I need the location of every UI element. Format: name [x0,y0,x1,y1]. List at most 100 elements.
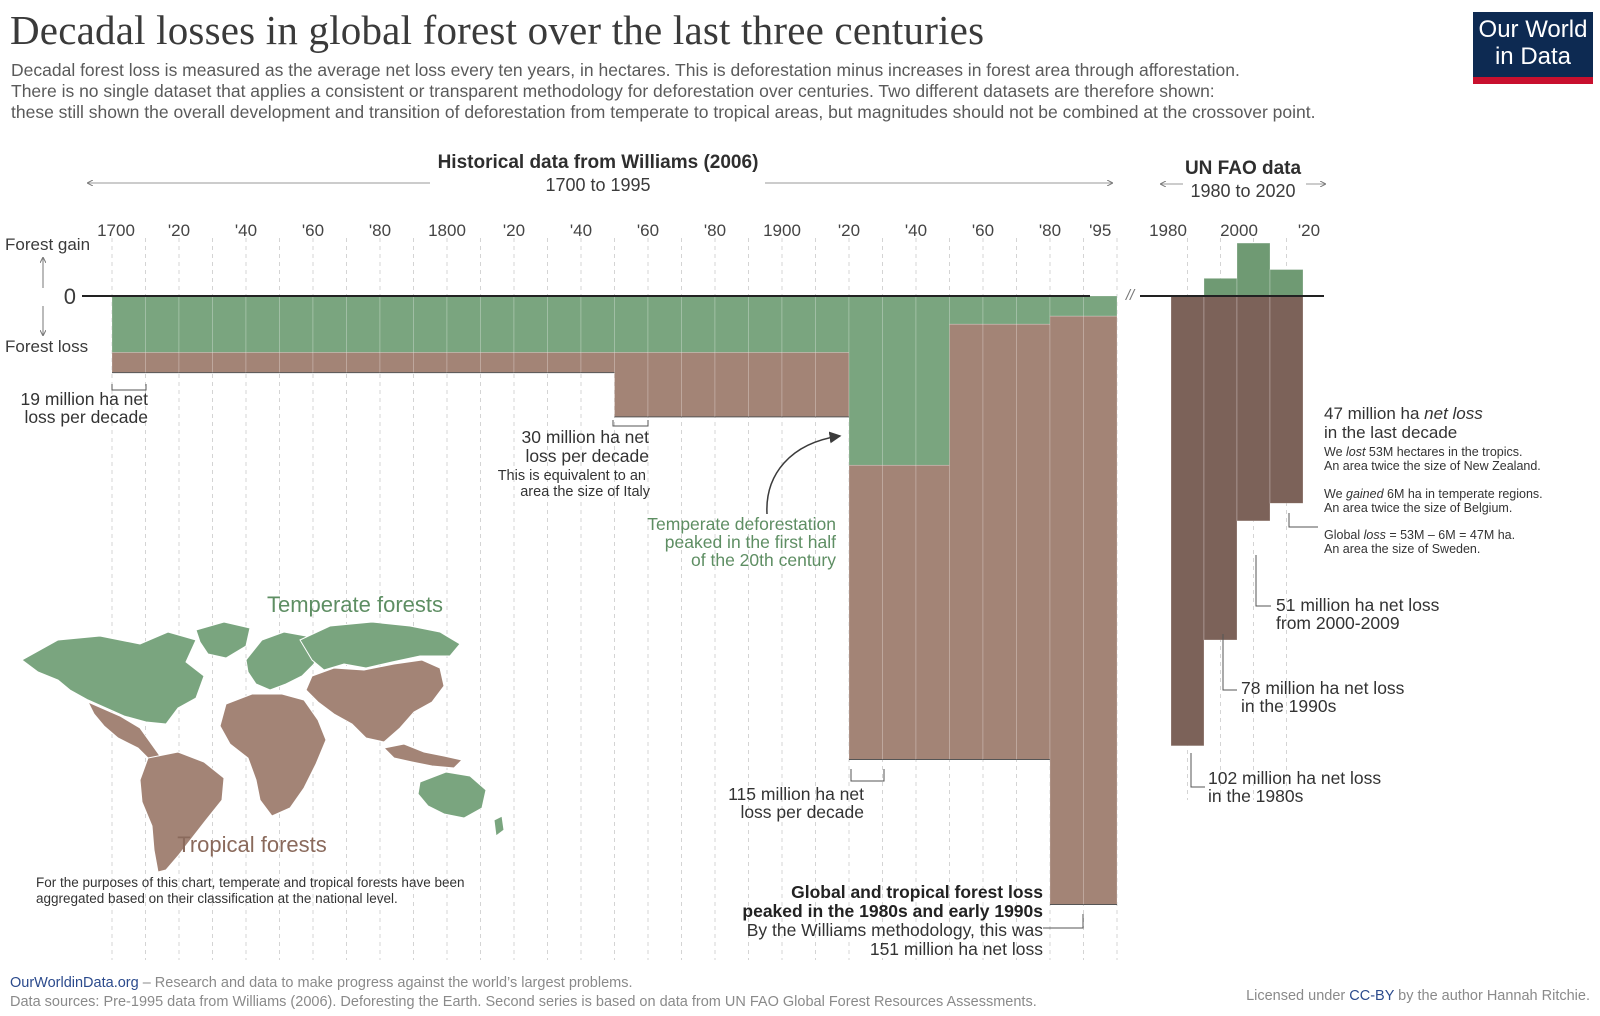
annotation-30-line3: This is equivalent to an [498,468,646,484]
bar-temperate-1960 [982,295,1017,325]
bar-temperate-1900 [781,295,816,353]
bar-temperate-1710 [145,295,180,353]
bar-temperate-1760 [312,295,347,353]
map-southeast-asia [382,743,463,769]
bar-temperate-1950 [949,295,984,325]
annotation-temperate-line1: Temperate deforestation [647,514,836,534]
x-tick-fao-0: 1980 [1149,221,1187,240]
bar-tropical-1770 [346,352,381,373]
map-new-zealand [493,815,505,837]
bar-temperate-1940 [915,295,950,466]
annotation-47-line2: in the last decade [1324,423,1457,442]
subtitle-line-1: Decadal forest loss is measured as the a… [11,60,1240,80]
annotation-47-temperate: We gained 6M ha in temperate regions. [1324,487,1543,501]
bar-tropical-1780 [379,352,414,373]
annotation-global-line3: By the Williams methodology, this was [747,920,1044,940]
bar-tropical-1940 [915,464,950,760]
annotation-115-line1: 115 million ha net [728,784,864,804]
bar-temperate-1910 [815,295,850,353]
fao-net-bar-2000 [1236,295,1271,522]
world-map [21,621,505,873]
bar-temperate-1890 [748,295,783,353]
bar-temperate-1860 [647,295,682,353]
annotation-30-line1: 30 million ha net [522,427,650,447]
x-tick-williams-12: '40 [905,221,927,240]
owid-logo[interactable]: Our World in Data [1473,12,1593,84]
annotation-global-line1: Global and tropical forest loss [791,882,1043,902]
x-tick-williams-4: '80 [369,221,391,240]
bar-tropical-1950 [949,323,984,760]
map-tropical-label: Tropical forests [177,832,327,857]
x-tick-williams-7: '40 [570,221,592,240]
footer-site-link[interactable]: OurWorldinData.org [10,975,139,991]
logo-line-2: in Data [1494,43,1572,70]
forest-loss-label: Forest loss [5,337,88,356]
bar-temperate-1800 [446,295,481,353]
bar-temperate-1810 [480,295,515,353]
license-cc-link[interactable]: CC-BY [1349,988,1395,1004]
license-suffix: by the author Hannah Ritchie. [1394,988,1590,1004]
footer-tagline: – Research and data to make progress aga… [138,975,633,991]
bar-tropical-1980 [1049,315,1084,905]
axis-break-mark: // [1125,287,1136,304]
annotation-47-sweden: An area the size of Sweden. [1324,542,1480,556]
map-note-line2: aggregated based on their classification… [36,891,398,906]
zero-label: 0 [64,284,76,309]
bar-tropical-1700 [111,352,146,373]
x-tick-fao-2: '20 [1298,221,1320,240]
bar-tropical-1890 [748,352,783,418]
bracket-51 [1255,555,1271,607]
bar-tropical-1920 [848,464,883,760]
fao-gain-bar-1990 [1203,278,1238,297]
subtitle-line-2: There is no single dataset that applies … [11,81,1215,101]
bar-tropical-1990 [1083,315,1118,905]
map-europe [245,631,319,691]
footer-license: Licensed under CC-BY by the author Hanna… [1246,988,1590,1004]
annotation-19-line2: loss per decade [24,407,148,427]
fao-gain-bar-2010 [1269,269,1304,297]
annotation-78-line2: in the 1990s [1241,696,1337,716]
bar-tropical-1750 [279,352,314,373]
bar-temperate-1740 [245,295,280,353]
bar-tropical-1760 [312,352,347,373]
footer-site-line: OurWorldinData.org – Research and data t… [10,975,633,991]
bar-tropical-1820 [513,352,548,373]
fao-net-bar-1980 [1170,295,1205,747]
bar-tropical-1930 [882,464,917,760]
annotation-51-line2: from 2000-2009 [1276,613,1400,633]
annotation-30-line2: loss per decade [525,446,649,466]
fao-gain-bar-2000 [1236,242,1271,297]
bar-temperate-1770 [346,295,381,353]
annotation-19-line1: 19 million ha net [21,389,149,409]
x-tick-williams-13: '60 [972,221,994,240]
subtitle-line-3: these still shown the overall developmen… [11,102,1316,122]
williams-section-range: 1700 to 1995 [545,175,650,195]
bar-tropical-1790 [413,352,448,373]
bar-temperate-1850 [614,295,649,353]
annotation-102-line1: 102 million ha net loss [1208,768,1381,788]
fao-section-title: UN FAO data [1185,158,1302,179]
x-tick-williams-6: '20 [503,221,525,240]
annotation-115-line2: loss per decade [740,802,864,822]
chart-subtitle: Decadal forest loss is measured as the a… [11,60,1431,123]
map-greenland [195,621,251,659]
forest-gain-label: Forest gain [5,235,90,254]
bracket-78 [1222,634,1237,691]
fao-bars [1170,242,1304,747]
x-tick-williams-10: 1900 [763,221,801,240]
x-tick-williams-3: '60 [302,221,324,240]
map-note-line1: For the purposes of this chart, temperat… [36,875,465,890]
bar-temperate-1870 [681,295,716,353]
footer-sources: Data sources: Pre-1995 data from William… [10,994,1037,1010]
bar-tropical-1740 [245,352,280,373]
x-tick-williams-0: 1700 [97,221,135,240]
bar-tropical-1850 [614,352,649,418]
annotation-47-global: Global loss = 53M – 6M = 47M ha. [1324,528,1515,542]
annotation-global-line2: peaked in the 1980s and early 1990s [742,901,1043,921]
fao-net-bar-2010 [1269,295,1304,504]
bar-tropical-1710 [145,352,180,373]
bar-temperate-1980 [1049,295,1084,317]
bracket-102 [1190,753,1205,788]
bar-temperate-1840 [580,295,615,353]
bar-tropical-1910 [815,352,850,418]
